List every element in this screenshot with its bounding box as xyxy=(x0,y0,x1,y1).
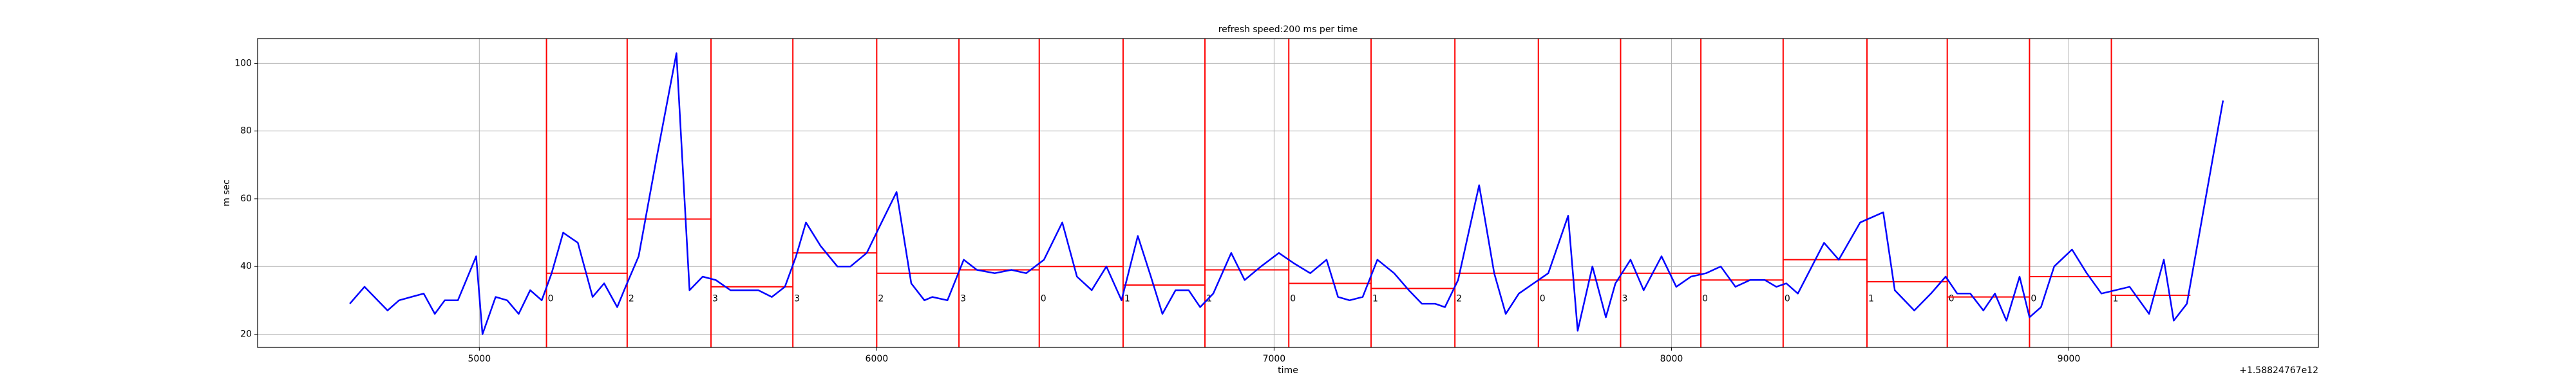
y-tick-label: 100 xyxy=(234,58,252,68)
x-tick-label: 6000 xyxy=(866,354,889,364)
window-label: 1 xyxy=(1372,294,1378,304)
x-tick-label: 8000 xyxy=(1660,354,1683,364)
window-label: 0 xyxy=(1702,294,1708,304)
window-label: 1 xyxy=(1868,294,1874,304)
chart-title: refresh speed:200 ms per time xyxy=(1218,24,1358,35)
window-label: 0 xyxy=(1041,294,1046,304)
data-line xyxy=(349,52,2224,335)
y-axis-label: m sec xyxy=(222,179,232,207)
window-label: 0 xyxy=(1290,294,1296,304)
window-label: 0 xyxy=(1540,294,1546,304)
plot-frame xyxy=(257,38,2319,348)
window-label: 3 xyxy=(712,294,718,304)
window-label: 0 xyxy=(1949,294,1955,304)
window-label: 3 xyxy=(1622,294,1627,304)
window-label: 1 xyxy=(2113,294,2119,304)
window-label: 2 xyxy=(1456,294,1462,304)
x-offset-label: +1.58824767e12 xyxy=(2239,365,2318,376)
window-label: 3 xyxy=(960,294,966,304)
x-tick-label: 7000 xyxy=(1263,354,1286,364)
y-tick-label: 40 xyxy=(240,261,252,271)
window-label: 1 xyxy=(1124,294,1130,304)
window-label: 0 xyxy=(548,294,554,304)
window-label: 2 xyxy=(878,294,884,304)
x-axis-label: time xyxy=(1278,365,1298,376)
y-tick-label: 20 xyxy=(240,329,252,339)
y-tick-label: 80 xyxy=(240,126,252,136)
y-tick-label: 60 xyxy=(240,194,252,204)
x-tick-label: 9000 xyxy=(2058,354,2081,364)
x-tick-label: 5000 xyxy=(468,354,491,364)
window-label: 3 xyxy=(794,294,800,304)
window-label: 0 xyxy=(1785,294,1790,304)
window-label: 2 xyxy=(629,294,634,304)
window-label: 0 xyxy=(2031,294,2036,304)
